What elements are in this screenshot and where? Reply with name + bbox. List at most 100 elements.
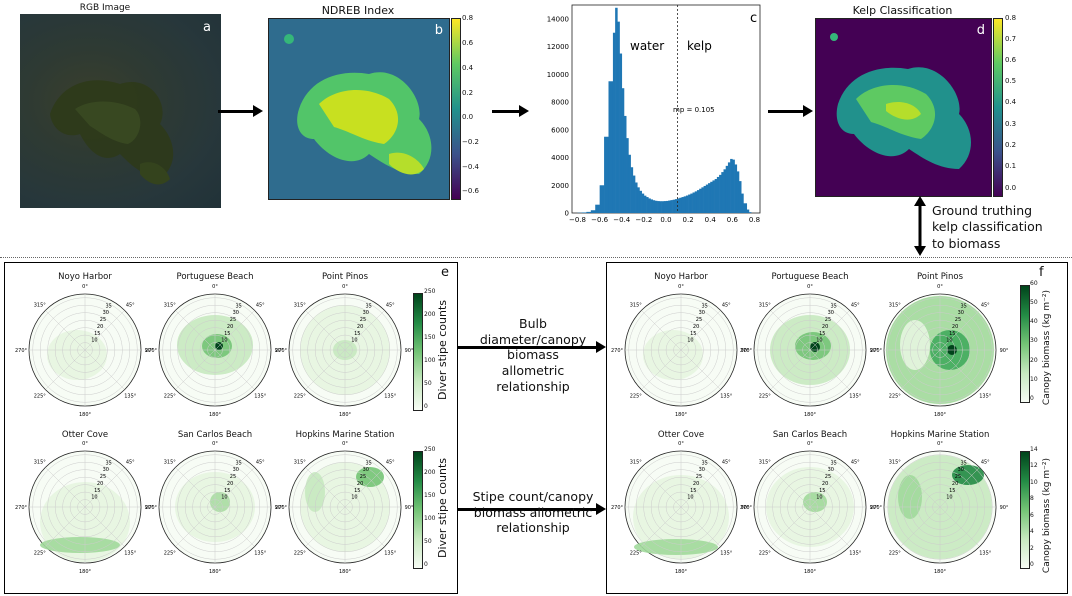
f-cb1-tick: 20 bbox=[1030, 357, 1038, 364]
histogram-bar bbox=[612, 32, 616, 213]
polar-angle-label: 270° bbox=[275, 505, 288, 511]
histogram-bar bbox=[732, 159, 735, 213]
bulb-relationship-text: Bulb diameter/canopy biomass allometric … bbox=[479, 316, 587, 394]
histogram-bar bbox=[712, 180, 715, 213]
histogram-x-tick: −0.2 bbox=[635, 216, 652, 224]
polar-angle-label: 45° bbox=[256, 460, 265, 466]
kelp-label: kelp bbox=[687, 39, 712, 53]
polar-angle-label: 180° bbox=[675, 412, 688, 418]
histogram-y-tick: 10000 bbox=[547, 71, 569, 79]
polar-angle-label: 225° bbox=[164, 550, 177, 556]
e-cb-tick: 0 bbox=[424, 561, 428, 568]
polar-radius-label: 35 bbox=[830, 460, 836, 466]
polar-angle-label: 0° bbox=[342, 284, 348, 290]
arrow-b-c-head bbox=[519, 105, 529, 117]
stipe-arrow bbox=[458, 508, 596, 511]
polar-angle-label: 0° bbox=[212, 284, 218, 290]
f-cb1-tick: 60 bbox=[1030, 280, 1038, 287]
polar-angle-label: 0° bbox=[678, 441, 684, 447]
polar-angle-label: 90° bbox=[1000, 348, 1009, 354]
panel-letter-e: e bbox=[441, 265, 449, 280]
histogram-bar bbox=[708, 183, 711, 213]
histogram-bar bbox=[674, 199, 678, 213]
polar-angle-label: 270° bbox=[611, 348, 624, 354]
ndreb-tick: −0.6 bbox=[462, 187, 479, 195]
polar-radius-label: 30 bbox=[828, 310, 834, 316]
panel-letter-f: f bbox=[1039, 265, 1044, 280]
polar-angle-label: 225° bbox=[164, 393, 177, 399]
polar-radius-label: 35 bbox=[235, 303, 241, 309]
polar-angle-label: 225° bbox=[759, 550, 772, 556]
histogram-x-tick: −0.6 bbox=[591, 216, 609, 224]
polar-angle-label: 180° bbox=[934, 412, 947, 418]
polar-radius-label: 35 bbox=[960, 460, 966, 466]
histogram-bar bbox=[621, 88, 625, 213]
polar-angle-label: 135° bbox=[254, 550, 267, 556]
polar-angle-label: 0° bbox=[82, 441, 88, 447]
histogram-bar bbox=[648, 198, 651, 213]
e-cb-tick: 150 bbox=[424, 334, 436, 341]
polar-angle-label: 45° bbox=[386, 460, 395, 466]
polar-radius-label: 30 bbox=[233, 467, 239, 473]
f-cb2-tick: 10 bbox=[1030, 479, 1038, 486]
histogram-bar bbox=[581, 212, 587, 213]
polar-radius-label: 25 bbox=[360, 474, 366, 480]
ndreb-title: NDREB Index bbox=[321, 4, 395, 17]
histogram-bar bbox=[677, 198, 680, 213]
histogram-bar bbox=[710, 181, 713, 213]
polar-angle-label: 315° bbox=[759, 460, 772, 466]
histogram-bar bbox=[604, 136, 609, 213]
f-cb2-tick: 4 bbox=[1030, 528, 1034, 535]
polar-radius-label: 15 bbox=[690, 331, 696, 337]
polar-radius-label: 15 bbox=[949, 331, 955, 337]
e-cb-tick: 250 bbox=[424, 446, 436, 453]
polar-angle-label: 225° bbox=[630, 550, 643, 556]
polar-angle-label: 135° bbox=[979, 393, 992, 399]
f-cb1-tick: 0 bbox=[1030, 395, 1034, 402]
polar-radius-label: 10 bbox=[687, 495, 693, 501]
f-colorbar-1 bbox=[1020, 285, 1030, 403]
polar-angle-label: 0° bbox=[937, 284, 943, 290]
polar-angle-label: 90° bbox=[145, 348, 154, 354]
polar-radius-label: 15 bbox=[354, 488, 360, 494]
f-cb2-tick: 0 bbox=[1030, 561, 1034, 568]
polar-angle-label: 315° bbox=[630, 460, 643, 466]
polar-angle-label: 180° bbox=[79, 569, 92, 575]
polar-radius-label: 10 bbox=[221, 495, 227, 501]
histogram-bar bbox=[725, 165, 729, 213]
polar-angle-label: 270° bbox=[275, 348, 288, 354]
f-cb1-tick: 50 bbox=[1030, 299, 1038, 306]
polar-angle-label: 270° bbox=[15, 505, 28, 511]
polar-radius-label: 20 bbox=[693, 481, 699, 487]
polar-radius-label: 10 bbox=[91, 338, 97, 344]
polar-angle-label: 45° bbox=[851, 303, 860, 309]
histogram-bar bbox=[661, 201, 665, 213]
histogram-bar bbox=[639, 190, 642, 213]
histogram-bar bbox=[736, 171, 740, 213]
polar-radius-label: 20 bbox=[693, 324, 699, 330]
polar-angle-label: 315° bbox=[294, 303, 307, 309]
histogram-x-tick: 0.4 bbox=[705, 216, 717, 224]
polar-angle-label: 270° bbox=[870, 505, 883, 511]
polar-radius-label: 20 bbox=[97, 481, 103, 487]
panel-f bbox=[606, 262, 1068, 594]
polar-radius-label: 30 bbox=[363, 310, 369, 316]
histogram-x-tick: −0.4 bbox=[613, 216, 631, 224]
ndreb-kelp-shape bbox=[284, 34, 432, 175]
kelp-colorbar-ticks: 0.8 0.7 0.6 0.5 0.4 0.3 0.2 0.1 0.0 bbox=[1005, 14, 1035, 204]
polar-title-f: Point Pinos bbox=[916, 272, 964, 282]
polar-angle-label: 225° bbox=[759, 393, 772, 399]
polar-title-e: Noyo Harbor bbox=[58, 272, 112, 282]
histogram-bar bbox=[654, 200, 658, 213]
polar-angle-label: 180° bbox=[339, 412, 352, 418]
bulb-arrow-head bbox=[596, 341, 606, 353]
polar-angle-label: 90° bbox=[741, 505, 750, 511]
polar-radius-label: 30 bbox=[103, 467, 109, 473]
histogram-bar bbox=[615, 7, 618, 214]
